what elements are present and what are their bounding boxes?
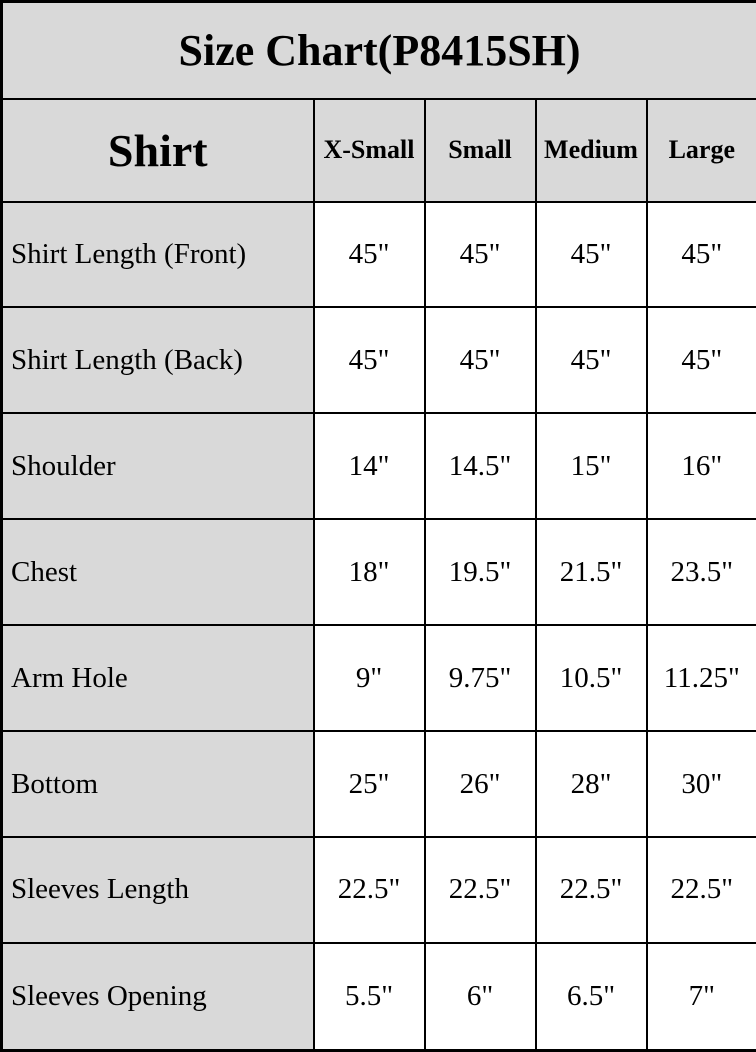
column-header-large: Large [645, 97, 756, 203]
cell-shirt-length-front-medium: 45" [534, 200, 648, 309]
cell-shirt-length-front-large: 45" [645, 200, 756, 309]
cell-arm-hole-medium: 10.5" [534, 624, 648, 733]
table-row-chest: Chest 18" 19.5" 21.5" 23.5" [0, 518, 756, 627]
cell-bottom-small: 26" [423, 730, 537, 839]
cell-chest-large: 23.5" [645, 518, 756, 627]
cell-chest-small: 19.5" [423, 518, 537, 627]
cell-arm-hole-small: 9.75" [423, 624, 537, 733]
cell-shirt-length-back-small: 45" [423, 306, 537, 415]
table-row-sleeves-length: Sleeves Length 22.5" 22.5" 22.5" 22.5" [0, 836, 756, 944]
cell-sleeves-opening-x-small: 5.5" [312, 941, 426, 1052]
cell-shirt-length-front-small: 45" [423, 200, 537, 309]
cell-sleeves-length-small: 22.5" [423, 836, 537, 944]
cell-shoulder-x-small: 14" [312, 412, 426, 521]
cell-sleeves-opening-small: 6" [423, 941, 537, 1052]
column-header-medium: Medium [534, 97, 648, 203]
cell-chest-medium: 21.5" [534, 518, 648, 627]
cell-sleeves-opening-large: 7" [645, 941, 756, 1052]
cell-bottom-x-small: 25" [312, 730, 426, 839]
cell-arm-hole-x-small: 9" [312, 624, 426, 733]
cell-shirt-length-back-x-small: 45" [312, 306, 426, 415]
column-header-x-small: X-Small [312, 97, 426, 203]
row-label-shirt-length-back: Shirt Length (Back) [0, 306, 315, 415]
row-label-shoulder: Shoulder [0, 412, 315, 521]
row-label-bottom: Bottom [0, 730, 315, 839]
table-row-sleeves-opening: Sleeves Opening 5.5" 6" 6.5" 7" [0, 941, 756, 1052]
cell-bottom-large: 30" [645, 730, 756, 839]
table-row-shoulder: Shoulder 14" 14.5" 15" 16" [0, 412, 756, 521]
column-header-small: Small [423, 97, 537, 203]
table-row-shirt-length-back: Shirt Length (Back) 45" 45" 45" 45" [0, 306, 756, 415]
row-label-sleeves-length: Sleeves Length [0, 836, 315, 944]
cell-bottom-medium: 28" [534, 730, 648, 839]
cell-sleeves-length-medium: 22.5" [534, 836, 648, 944]
cell-shirt-length-back-medium: 45" [534, 306, 648, 415]
cell-shirt-length-back-large: 45" [645, 306, 756, 415]
table-row-bottom: Bottom 25" 26" 28" 30" [0, 730, 756, 839]
cell-shirt-length-front-x-small: 45" [312, 200, 426, 309]
header-row: Shirt X-Small Small Medium Large [0, 97, 756, 203]
table-row-shirt-length-front: Shirt Length (Front) 45" 45" 45" 45" [0, 200, 756, 309]
row-label-chest: Chest [0, 518, 315, 627]
row-label-sleeves-opening: Sleeves Opening [0, 941, 315, 1052]
row-label-shirt-length-front: Shirt Length (Front) [0, 200, 315, 309]
cell-shoulder-small: 14.5" [423, 412, 537, 521]
cell-shoulder-medium: 15" [534, 412, 648, 521]
cell-sleeves-length-large: 22.5" [645, 836, 756, 944]
cell-chest-x-small: 18" [312, 518, 426, 627]
cell-shoulder-large: 16" [645, 412, 756, 521]
title-row: Size Chart(P8415SH) [0, 0, 756, 100]
corner-header-shirt: Shirt [0, 97, 315, 203]
chart-title: Size Chart(P8415SH) [0, 0, 756, 100]
cell-sleeves-length-x-small: 22.5" [312, 836, 426, 944]
table-row-arm-hole: Arm Hole 9" 9.75" 10.5" 11.25" [0, 624, 756, 733]
cell-arm-hole-large: 11.25" [645, 624, 756, 733]
cell-sleeves-opening-medium: 6.5" [534, 941, 648, 1052]
row-label-arm-hole: Arm Hole [0, 624, 315, 733]
